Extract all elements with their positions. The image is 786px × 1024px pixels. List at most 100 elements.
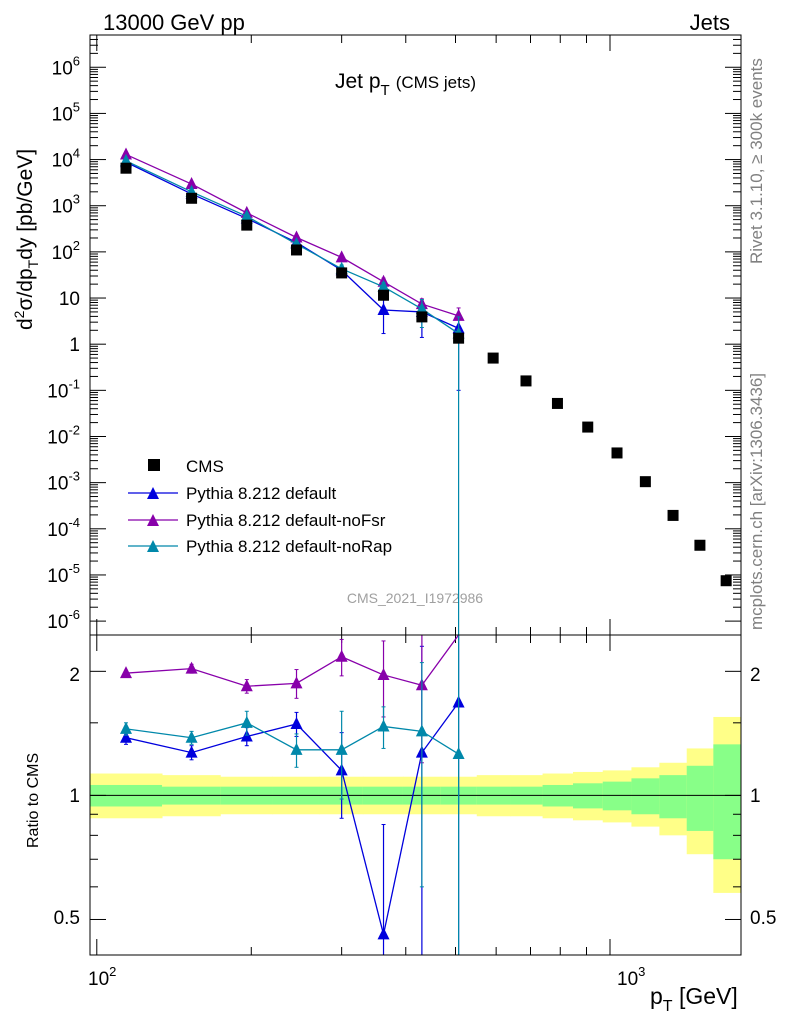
main-point xyxy=(119,147,132,160)
ratio-point xyxy=(415,724,428,737)
cms-point xyxy=(639,476,651,488)
ytick-label: 10-5 xyxy=(47,561,80,587)
chart-title-main: Jet p xyxy=(335,70,381,93)
cms-point xyxy=(582,421,594,433)
cms-point xyxy=(611,447,623,459)
ratio-point xyxy=(185,745,198,758)
cms-point xyxy=(241,219,253,231)
main-point xyxy=(185,177,198,190)
xlabel: pT [GeV] xyxy=(650,983,738,1015)
cms-point xyxy=(291,244,303,256)
ratio-series-line xyxy=(125,634,460,687)
ytick-label: 10-2 xyxy=(47,422,80,448)
ytick-label: 103 xyxy=(52,192,80,218)
ratio-point xyxy=(377,719,390,732)
ytick-label: 104 xyxy=(52,146,80,172)
main-point xyxy=(240,209,253,222)
main-point xyxy=(452,308,465,321)
axes-ticks: 10-6 10-5 10-4 10-3 10-2 10-1 1 10 102 103 104 105 1… xyxy=(47,34,741,955)
ratio-ytick-right-2: 2 xyxy=(750,665,761,686)
main-point xyxy=(377,279,390,292)
legend-marker-cms xyxy=(148,459,160,471)
band-inner-bin xyxy=(686,765,714,831)
ytick-label: 106 xyxy=(52,53,80,79)
uncertainty-band xyxy=(90,716,742,893)
chart-title: Jet pT (CMS jets) xyxy=(335,70,476,99)
ytick-label: 105 xyxy=(52,99,80,125)
xtick-exp-1000: 3 xyxy=(638,964,645,979)
legend-label-cms: CMS xyxy=(186,457,224,476)
xtick-base-100: 10 xyxy=(88,969,109,990)
legend-marker-default xyxy=(147,487,159,499)
header-left: 13000 GeV pp xyxy=(103,10,245,35)
ratio-point xyxy=(452,747,465,760)
ratio-point xyxy=(290,717,303,730)
cms-point xyxy=(520,375,532,387)
ratio-point xyxy=(290,676,303,689)
main-point xyxy=(290,230,303,243)
ytick-label: 10 xyxy=(59,289,80,310)
data-marks xyxy=(119,147,732,956)
legend-marker-norap xyxy=(147,540,159,552)
ytick-label: 102 xyxy=(52,238,80,264)
ratio-point xyxy=(335,742,348,755)
ytick-label: 10-6 xyxy=(47,607,80,633)
ratio-point xyxy=(377,927,390,940)
ratio-point xyxy=(240,679,253,692)
cms-point xyxy=(667,509,679,521)
ratio-point xyxy=(240,715,253,728)
cms-point xyxy=(487,352,499,364)
cms-point xyxy=(186,192,198,204)
header-side-top: Rivet 3.1.10, ≥ 300k events xyxy=(747,58,766,264)
cms-point xyxy=(694,539,706,551)
ratio-point xyxy=(185,730,198,743)
cms-point xyxy=(453,332,465,344)
band-inner-bin xyxy=(713,744,742,860)
legend-label-norap: Pythia 8.212 default-noRap xyxy=(186,537,392,556)
ytick-label: 1 xyxy=(69,335,80,356)
legend: CMS Pythia 8.212 default Pythia 8.212 de… xyxy=(128,457,392,556)
main-point xyxy=(415,301,428,314)
ratio-series-line xyxy=(125,722,459,755)
ytick-label: 10-4 xyxy=(47,515,80,541)
ratio-point xyxy=(119,730,132,743)
ratio-point xyxy=(377,667,390,680)
ratio-ytick-1: 1 xyxy=(69,786,80,807)
chart-title-sub: T xyxy=(381,82,390,99)
watermark: CMS_2021_I1972986 xyxy=(347,590,483,606)
ratio-series-line xyxy=(125,702,460,935)
cms-point xyxy=(336,267,348,279)
ratio-ylabel: Ratio to CMS xyxy=(25,753,42,848)
ytick-label: 10-1 xyxy=(47,376,80,402)
xtick-label-1000: 103 xyxy=(617,964,645,990)
ratio-point xyxy=(119,666,132,679)
ratio-frame xyxy=(89,634,742,956)
ratio-point xyxy=(335,649,348,662)
ratio-ytick-0.5: 0.5 xyxy=(54,908,80,929)
header-right: Jets xyxy=(690,10,730,35)
cms-point xyxy=(120,162,132,174)
band-inner-bin xyxy=(659,775,688,819)
main-series-line xyxy=(125,153,459,317)
xtick-label-100: 102 xyxy=(88,964,116,990)
legend-label-nofsr: Pythia 8.212 default-noFsr xyxy=(186,511,386,530)
xtick-exp-100: 2 xyxy=(109,964,116,979)
ratio-ytick-right-1: 1 xyxy=(750,786,761,807)
main-ylabel: d2σ/dpTdy [pb/GeV] xyxy=(11,149,41,330)
cms-point xyxy=(720,575,732,587)
main-series-line xyxy=(125,160,459,335)
ratio-point xyxy=(185,661,198,674)
legend-marker-nofsr xyxy=(147,514,159,526)
xtick-base-1000: 10 xyxy=(617,969,638,990)
legend-label-default: Pythia 8.212 default xyxy=(186,484,337,503)
cms-point xyxy=(416,311,428,323)
ratio-point xyxy=(290,742,303,755)
cms-point xyxy=(378,289,390,301)
band-inner-bin xyxy=(602,781,632,811)
ratio-ytick-2: 2 xyxy=(69,665,80,686)
main-point xyxy=(335,250,348,263)
main-point xyxy=(377,303,390,316)
band-inner-bin xyxy=(631,778,660,815)
cms-point xyxy=(551,397,563,409)
